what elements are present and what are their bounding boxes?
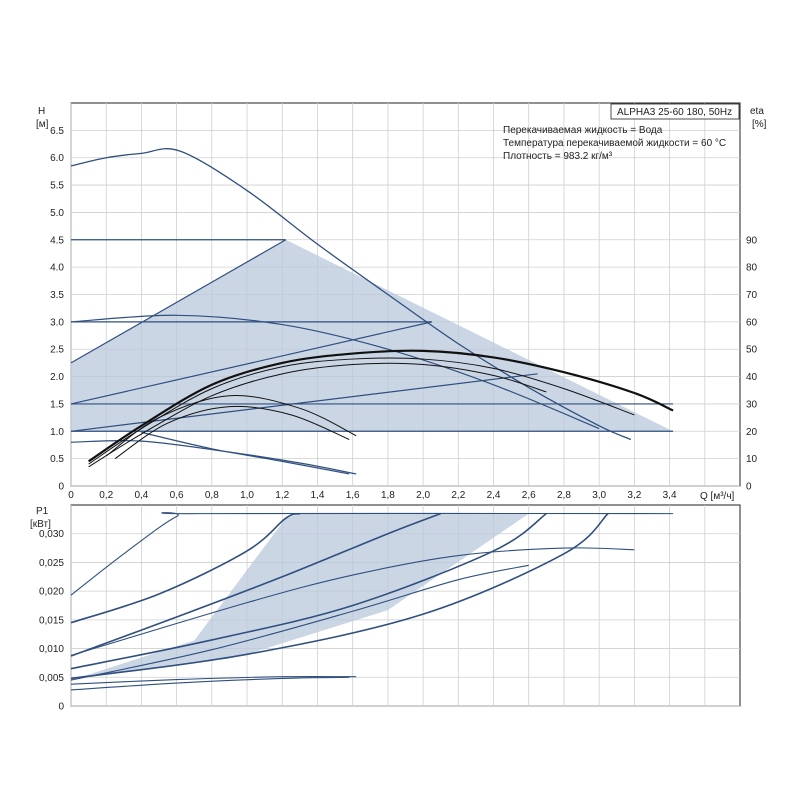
power-axis-label: P1 [36, 506, 49, 517]
power-y-tick-label: 0,020 [39, 587, 64, 598]
head-series-efficiency-11 [87, 349, 674, 463]
head-y-tick-label: 2.5 [50, 345, 64, 356]
power-series-power-5 [70, 547, 635, 656]
head-y-tick-label: 5.5 [50, 181, 64, 192]
x-tick-label: 1,8 [381, 490, 395, 501]
power-series-power-2 [70, 512, 441, 657]
head-series-speed-curve-8 [70, 314, 600, 430]
x-tick-label: 0 [68, 490, 74, 501]
power-y-tick-labels: 0 0,005 0,010 0,015 0,020 0,025 0,030 [39, 529, 64, 712]
power-series-power-7 [70, 675, 357, 685]
head-y-tick-label: 1.5 [50, 399, 64, 410]
power-panel: 0 0,005 0,010 0,015 0,020 0,025 0,030 P1 [кВт] [30, 504, 741, 713]
info-temperature: Температура перекачиваемой жидкости = 60… [503, 138, 726, 149]
efficiency-y-tick-label: 70 [746, 290, 758, 301]
head-series-efficiency-13 [88, 362, 547, 468]
power-series-group [70, 512, 674, 691]
x-tick-label: 1,4 [311, 490, 325, 501]
head-y-tick-labels: 0 0.5 1.0 1.5 2.0 2.5 3.0 3.5 4.0 4.5 5.0 5.5 6.0 6.5 [50, 126, 64, 493]
efficiency-y-tick-label: 0 [746, 482, 752, 493]
efficiency-axis-label: eta [750, 106, 764, 117]
x-tick-label: 2,8 [557, 490, 571, 501]
head-y-tick-label: 0 [58, 482, 64, 493]
head-y-tick-label: 6.5 [50, 126, 64, 137]
x-tick-labels: 0 0,2 0,4 0,6 0,8 1,0 1,2 1,4 1,6 1,8 2,0 2,2 2,4 2,6… [68, 490, 677, 501]
x-tick-label: 1,0 [240, 490, 254, 501]
head-series-speed-curve-10 [141, 431, 350, 475]
power-series-power-1 [70, 512, 301, 624]
efficiency-y-tick-label: 10 [746, 454, 758, 465]
power-y-tick-label: 0,025 [39, 558, 64, 569]
head-y-tick-label: 2.0 [50, 372, 64, 383]
head-series-efficiency-14 [105, 395, 357, 457]
x-tick-label: 0,4 [134, 490, 148, 501]
x-tick-label: 2,2 [451, 490, 465, 501]
x-tick-label: 3,0 [592, 490, 606, 501]
power-y-tick-label: 0,010 [39, 644, 64, 655]
head-y-tick-label: 0.5 [50, 454, 64, 465]
head-y-tick-label: 4.0 [50, 263, 64, 274]
x-tick-label: 2,4 [487, 490, 501, 501]
power-series-power-6 [70, 564, 529, 681]
head-series-proportional-pressure-4 [70, 239, 287, 364]
x-tick-label: 3,2 [627, 490, 641, 501]
head-series-group [70, 148, 674, 475]
power-series-power-3 [70, 512, 547, 670]
model-label-box [610, 103, 740, 120]
info-fluid: Перекачиваемая жидкость = Вода [503, 125, 663, 136]
flow-axis-label: Q [м³/ч] [700, 491, 735, 502]
efficiency-y-tick-label: 40 [746, 372, 758, 383]
efficiency-axis-unit: [%] [752, 119, 767, 130]
model-label: ALPHA3 25-60 180, 50Hz [617, 107, 732, 118]
efficiency-y-tick-label: 30 [746, 399, 758, 410]
x-tick-label: 2,6 [522, 490, 536, 501]
efficiency-y-tick-label: 90 [746, 235, 758, 246]
power-series-max-curve-0 [70, 512, 674, 596]
head-y-tick-label: 3.5 [50, 290, 64, 301]
power-axis-unit: [кВт] [30, 519, 51, 530]
power-y-tick-label: 0,015 [39, 615, 64, 626]
x-tick-label: 0,6 [170, 490, 184, 501]
x-tick-label: 1,6 [346, 490, 360, 501]
head-y-tick-label: 5.0 [50, 208, 64, 219]
info-density: Плотность = 983.2 кг/м³ [503, 151, 613, 162]
power-series-power-4 [70, 513, 609, 680]
head-series-max-curve-0 [70, 148, 632, 441]
efficiency-y-tick-labels: 0 10 20 30 40 50 60 70 80 90 [746, 235, 758, 492]
power-y-tick-label: 0 [58, 702, 64, 713]
x-tick-label: 0,8 [205, 490, 219, 501]
head-y-tick-label: 3.0 [50, 317, 64, 328]
head-axis-label: H [38, 106, 45, 117]
efficiency-y-tick-label: 60 [746, 317, 758, 328]
efficiency-y-tick-label: 80 [746, 263, 758, 274]
power-y-tick-label: 0,030 [39, 529, 64, 540]
head-series-efficiency-15 [114, 405, 350, 460]
head-panel: 0 0,2 0,4 0,6 0,8 1,0 1,2 1,4 1,6 1,8 2,0 2,2 2,4 2,6… [36, 102, 767, 502]
head-series-efficiency-12 [88, 357, 635, 465]
head-y-tick-label: 6.0 [50, 153, 64, 164]
efficiency-y-tick-label: 50 [746, 345, 758, 356]
x-tick-label: 1,2 [275, 490, 289, 501]
efficiency-y-tick-label: 20 [746, 427, 758, 438]
x-tick-label: 3,4 [663, 490, 677, 501]
head-y-tick-label: 1.0 [50, 427, 64, 438]
power-series-power-8 [70, 676, 350, 691]
head-series-proportional-pressure-5 [70, 321, 433, 405]
power-y-tick-label: 0,005 [39, 673, 64, 684]
x-tick-label: 2,0 [416, 490, 430, 501]
head-y-tick-label: 4.5 [50, 235, 64, 246]
x-tick-label: 0,2 [99, 490, 113, 501]
head-axis-unit: [м] [36, 119, 49, 130]
